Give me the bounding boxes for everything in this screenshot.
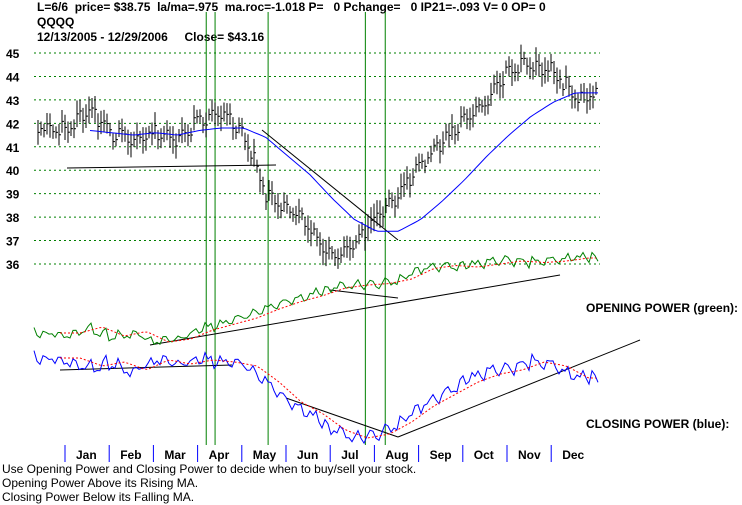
closing-power-line [33,350,599,445]
ma-lines [89,92,598,232]
price-bars [37,44,598,269]
month-label: Jan [76,448,97,462]
month-label: Apr [209,448,230,462]
trendline [66,164,277,169]
trendline [397,339,641,438]
y-tick-label: 37 [6,235,20,249]
y-tick-label: 39 [6,188,20,202]
opening-power-ma [60,257,596,343]
y-tick-labels: 36 37 38 39 40 41 42 43 44 45 [6,47,20,272]
month-label: Nov [518,448,541,462]
note-line-1: Use Opening Power and Closing Power to d… [2,462,417,476]
y-tick-label: 43 [6,94,20,108]
month-label: Mar [164,448,186,462]
grid-layer [34,52,600,265]
month-label: Dec [562,448,584,462]
note-line-2: Opening Power Above its Rising MA. [2,476,199,490]
header-date-range: 12/13/2005 - 12/29/2006 Close= $43.16 [37,30,265,44]
header-symbol: QQQQ [37,15,75,29]
signal-lines [205,12,386,445]
y-tick-label: 41 [6,141,20,155]
month-label: Jul [341,448,358,462]
y-tick-label: 36 [6,258,20,272]
opening-power-line [33,251,599,346]
y-tick-label: 44 [6,70,20,84]
month-label: Feb [120,448,141,462]
month-label: Aug [385,448,408,462]
power-lines [33,251,599,445]
trendline [261,129,399,241]
trendline [149,274,561,346]
month-axis: Jan Feb Mar Apr May Jun Jul Aug Sep Oct Nov Dec [64,445,585,462]
month-label: Oct [474,448,494,462]
note-line-3: Closing Power Below its Falling MA. [2,490,195,504]
y-tick-label: 45 [6,47,20,61]
header-stats: L=6/6 price= $38.75 la/ma=.975 ma.roc=-1… [37,0,546,14]
closing-power-ma [60,357,596,439]
month-label: Sep [430,448,452,462]
y-tick-label: 42 [6,117,20,131]
trendline [59,364,233,371]
opening-power-label: OPENING POWER (green): [586,301,739,315]
price-ma-line [89,92,598,232]
month-label: Jun [297,448,318,462]
trendline [285,397,399,438]
closing-power-label: CLOSING POWER (blue): [586,417,730,431]
y-tick-label: 40 [6,164,20,178]
trendlines [59,129,641,438]
trendline [329,289,399,299]
y-tick-label: 38 [6,211,20,225]
month-label: May [253,448,277,462]
